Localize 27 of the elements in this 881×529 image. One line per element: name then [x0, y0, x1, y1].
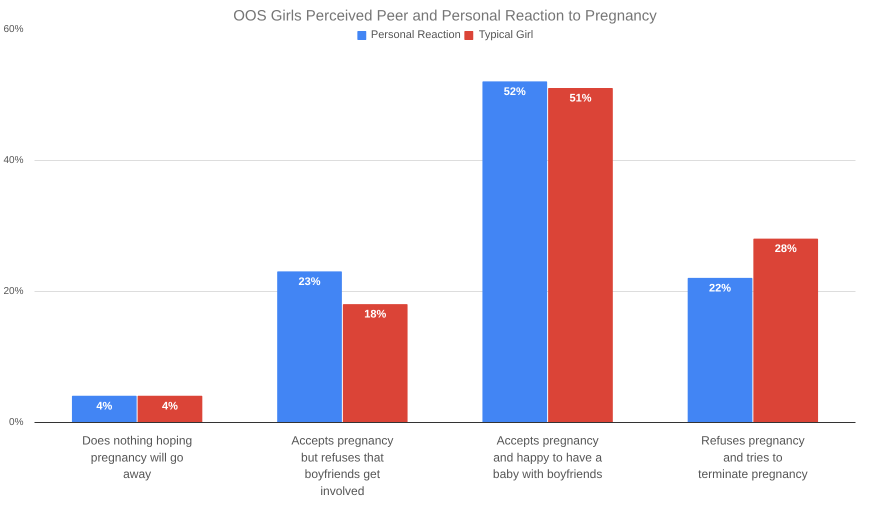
bar: [688, 278, 752, 422]
bar: [482, 81, 548, 422]
x-tick-label: Refuses pregnancy and tries to terminate pregnancy: [698, 434, 808, 482]
data-label: 4%: [96, 400, 112, 412]
bar: [277, 271, 342, 422]
bar: [138, 396, 202, 422]
data-label: 22%: [709, 282, 732, 294]
data-label: 18%: [364, 308, 386, 321]
data-label: 4%: [162, 400, 178, 412]
data-label: 28%: [774, 243, 797, 256]
y-tick-label: 20%: [3, 286, 24, 297]
chart-title: OOS Girls Perceived Peer and Personal Reaction to Pregnancy: [233, 8, 658, 24]
legend-label: Personal Reaction: [370, 29, 461, 41]
legend-label: Typical Girl: [478, 29, 534, 41]
data-label: 51%: [569, 92, 592, 104]
bar: [72, 396, 137, 422]
data-label: 52%: [504, 86, 526, 98]
x-tick-label: Accepts pregnancy but refuses that boyfriends get involved: [291, 434, 394, 498]
y-tick-label: 0%: [9, 417, 24, 428]
bar: [753, 238, 818, 422]
x-tick-label: Accepts pregnancy and happy to have a baby with boyfriends: [492, 434, 602, 482]
x-tick-label: Does nothing hoping pregnancy will go away: [82, 434, 192, 482]
data-label: 23%: [298, 276, 321, 288]
bar: [342, 304, 408, 422]
bar: [548, 88, 613, 422]
y-tick-label: 60%: [3, 24, 24, 35]
y-tick-label: 40%: [3, 155, 24, 166]
